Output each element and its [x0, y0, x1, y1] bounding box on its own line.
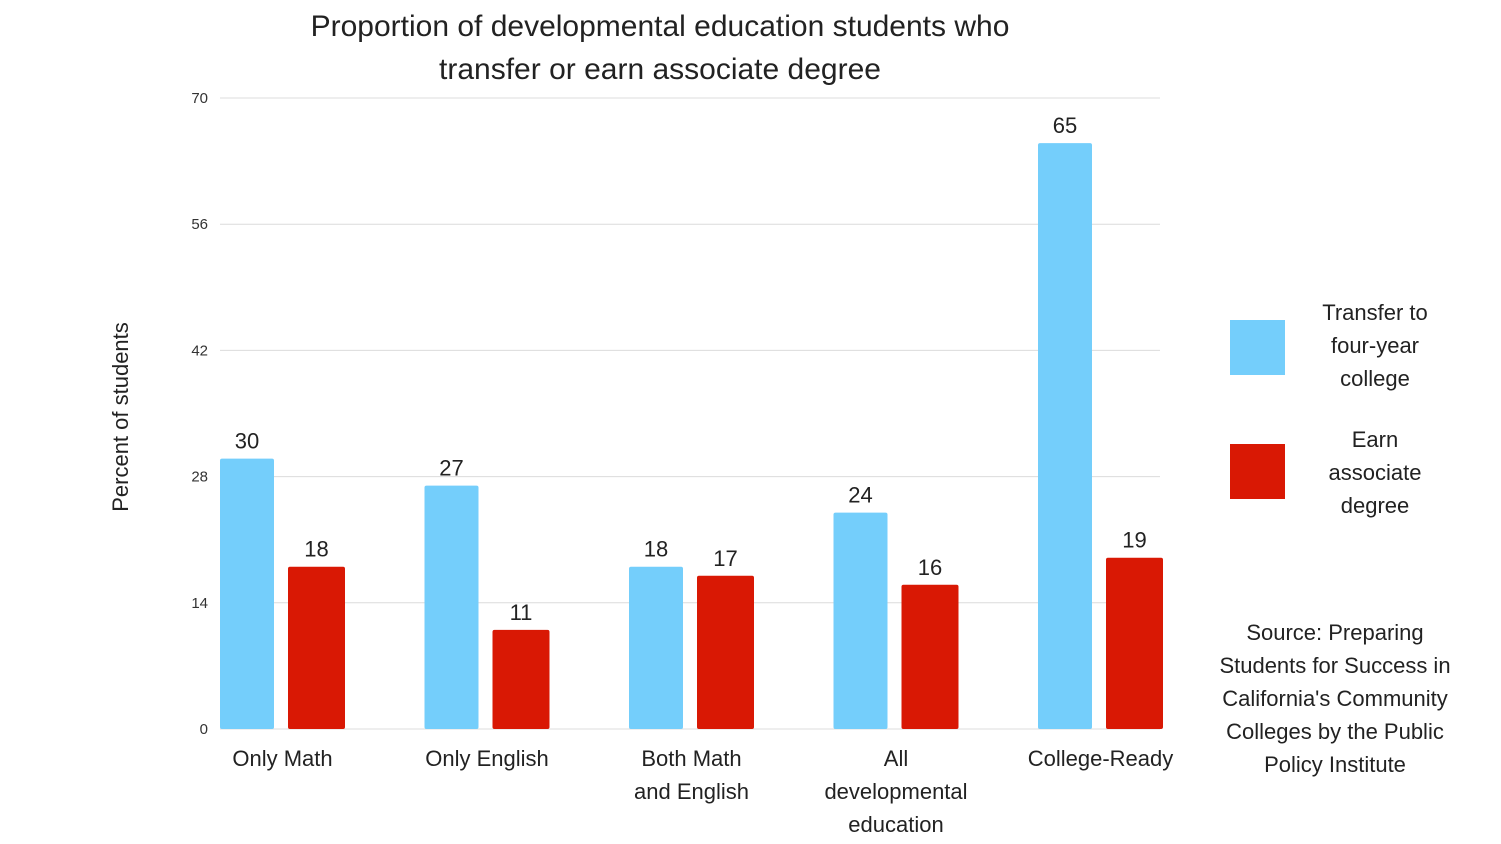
y-tick-label: 70 [191, 90, 208, 107]
y-axis-label: Percent of students [108, 322, 133, 512]
bar [220, 458, 274, 729]
data-label: 19 [1122, 528, 1146, 553]
category-label: College-Ready [1028, 746, 1174, 771]
bar [1038, 143, 1092, 730]
data-label: 11 [510, 600, 533, 625]
y-tick-label: 28 [191, 469, 208, 486]
y-tick-label: 14 [191, 595, 208, 612]
category-label: Both Math and English [634, 746, 749, 804]
category-label: Only English [425, 746, 549, 771]
category-label: All developmental education [824, 746, 967, 837]
data-label: 18 [644, 537, 668, 562]
legend: Transfer to four-year college Earn associate… [1230, 300, 1428, 518]
legend-label: Transfer to four-year college [1322, 300, 1428, 391]
y-axis-ticks: 0 14 28 42 56 70 [191, 90, 208, 738]
y-tick-label: 0 [200, 721, 208, 738]
data-label: 18 [304, 537, 328, 562]
chart-title-line: Proportion of developmental education st… [311, 10, 1010, 43]
chart-title-line: transfer or earn associate degree [439, 53, 881, 86]
data-label: 17 [713, 546, 737, 571]
bar [901, 584, 959, 729]
category-label: Only Math [232, 746, 332, 771]
bar [833, 512, 888, 729]
bar [1106, 557, 1163, 729]
bar [492, 629, 550, 729]
bar [697, 575, 754, 729]
legend-swatch [1230, 320, 1285, 375]
bar [424, 485, 479, 729]
legend-swatch [1230, 444, 1285, 499]
data-label: 30 [235, 429, 259, 454]
bars [220, 143, 1163, 730]
data-label: 65 [1053, 113, 1077, 138]
chart-title: Proportion of developmental education st… [311, 10, 1010, 86]
y-axis-title: Percent of students [108, 322, 133, 512]
data-label: 27 [439, 456, 463, 481]
bar [629, 566, 683, 729]
y-tick-label: 56 [191, 216, 208, 233]
legend-label: Earn associate degree [1329, 427, 1422, 518]
source-note: Source: Preparing Students for Success in… [1219, 620, 1450, 777]
data-label: 24 [848, 483, 872, 508]
y-tick-label: 42 [191, 342, 208, 359]
data-labels: 30 27 18 24 65 18 11 17 16 19 [235, 113, 1147, 625]
data-label: 16 [918, 555, 942, 580]
category-labels: Only Math Only English Both Math and Englis… [232, 746, 1173, 837]
source-text: Source: Preparing Students for Success in… [1219, 620, 1450, 777]
gridlines [220, 97, 1160, 730]
bar [288, 566, 345, 729]
